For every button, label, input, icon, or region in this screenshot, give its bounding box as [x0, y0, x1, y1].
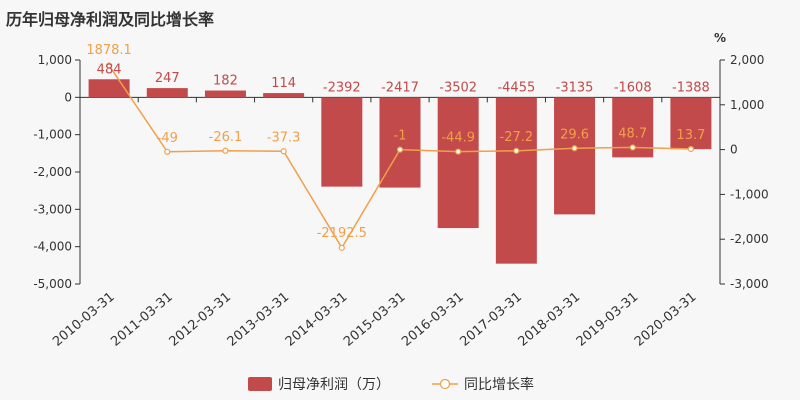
bar-value-label: -2417: [381, 80, 419, 95]
x-tick-label: 2018-03-31: [516, 290, 584, 350]
bar-value-label: -3135: [556, 80, 594, 95]
bar-value-label: -2392: [323, 80, 361, 95]
bar-series: [88, 79, 712, 264]
left-tick-label: 1,000: [38, 53, 72, 67]
bar: [495, 97, 537, 264]
legend-line-label: 同比增长率: [464, 376, 534, 393]
right-tick-label: 1,000: [730, 98, 764, 112]
line-series: [105, 62, 695, 251]
axes: 1,000 0 -1,000 -2,000 -3,000 -4,000 -5,000 2,00…: [33, 31, 768, 350]
line-value-label: -27.2: [500, 130, 534, 145]
line-point: [629, 144, 636, 151]
x-tick-label: 2015-03-31: [341, 290, 409, 350]
right-tick-label: -3,000: [730, 277, 769, 291]
line-value-label: -1: [394, 129, 407, 144]
line-point: [513, 147, 520, 154]
bar-value-label: 182: [213, 74, 238, 89]
bar: [204, 90, 246, 98]
bar-value-label: 247: [155, 71, 180, 86]
x-tick-label: 2012-03-31: [166, 290, 234, 350]
data-labels: 484 247 182 114 -2392 -2417 -3502 -4455 -3135 -16…: [86, 43, 709, 241]
right-tick-label: -2,000: [730, 232, 769, 246]
left-tick-label: -2,000: [33, 165, 72, 179]
bar-value-label: -1608: [614, 80, 652, 95]
line-point: [396, 146, 404, 153]
right-tick-label: 2,000: [730, 53, 764, 67]
line-point: [164, 148, 171, 155]
line-value-label: -2192.5: [317, 226, 367, 241]
x-tick-label: 2019-03-31: [574, 290, 642, 350]
line-point: [105, 62, 113, 69]
left-tick-label: -1,000: [33, 128, 72, 142]
left-tick-label: -4,000: [33, 240, 72, 254]
line-point: [338, 244, 345, 251]
line-point: [222, 147, 229, 154]
left-tick-label: -3,000: [33, 202, 72, 216]
bar-value-label: -1388: [672, 80, 710, 95]
line-value-label: 1878.1: [86, 43, 132, 58]
line-value-label: -49: [157, 131, 178, 146]
bar: [554, 97, 596, 215]
chart-title: 历年归母净利润及同比增长率: [6, 10, 215, 29]
line-value-label: 29.6: [560, 127, 589, 142]
bar-value-label: -3502: [439, 80, 477, 95]
right-tick-label: -1,000: [730, 187, 769, 201]
bar: [263, 93, 305, 98]
x-tick-label: 2020-03-31: [632, 290, 700, 350]
legend-bar-label: 归母净利润（万）: [278, 376, 390, 393]
line-value-label: 48.7: [618, 126, 647, 141]
line-value-label: -37.3: [267, 130, 301, 145]
legend-bar-swatch: [248, 377, 272, 391]
x-tick-label: 2013-03-31: [225, 290, 293, 350]
bar: [321, 97, 363, 187]
x-tick-label: 2016-03-31: [399, 290, 467, 350]
line-value-label: 13.7: [676, 128, 705, 143]
legend-line-marker: [439, 378, 451, 390]
line-value-label: -26.1: [209, 130, 243, 145]
x-tick-label: 2010-03-31: [50, 290, 118, 350]
x-tick-label: 2017-03-31: [457, 290, 525, 350]
line-value-label: -44.9: [441, 131, 475, 146]
x-tick-label: 2011-03-31: [108, 290, 176, 350]
left-tick-label: 0: [64, 90, 72, 104]
line-point: [455, 148, 462, 155]
right-tick-label: 0: [730, 143, 738, 157]
bar-value-label: 114: [271, 76, 296, 91]
bar: [670, 97, 712, 150]
line-point: [280, 148, 287, 155]
right-axis-unit: %: [714, 31, 726, 45]
bar-value-label: -4455: [497, 80, 535, 95]
line-point: [687, 145, 695, 153]
bar: [437, 97, 479, 229]
left-tick-label: -5,000: [33, 277, 72, 291]
bar: [146, 88, 188, 98]
line-point: [571, 145, 578, 152]
x-tick-label: 2014-03-31: [283, 290, 351, 350]
legend: 归母净利润（万） 同比增长率: [248, 376, 534, 393]
bar-value-label: 484: [97, 62, 122, 77]
bar: [88, 79, 130, 98]
